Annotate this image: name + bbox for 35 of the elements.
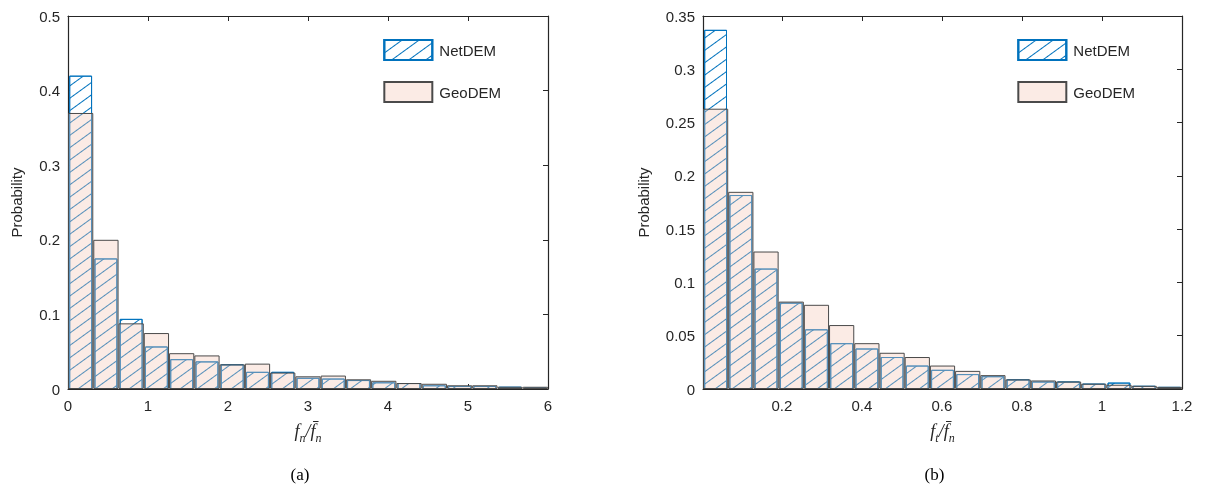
y-tick-label: 0.25 bbox=[665, 114, 695, 132]
y-tick-label: 0.3 bbox=[674, 60, 695, 78]
text: (b) bbox=[924, 464, 945, 484]
y-tick-label: 0.4 bbox=[39, 82, 60, 100]
x-tick-label: 0.2 bbox=[771, 397, 793, 414]
legend-label: GeoDEM bbox=[1073, 83, 1135, 101]
x-tick-label: 6 bbox=[543, 397, 553, 414]
x-tick-label: 0.6 bbox=[931, 397, 953, 414]
y-tick-label: 0.1 bbox=[39, 305, 60, 323]
x-tick-label: 3 bbox=[303, 397, 313, 414]
legend-label: NetDEM bbox=[439, 41, 496, 59]
x-tick-label: 1 bbox=[143, 397, 153, 414]
y-tick-label: 0.15 bbox=[665, 220, 695, 238]
y-axis-title: Probability bbox=[635, 166, 652, 238]
y-tick-label: 0.2 bbox=[39, 231, 60, 249]
y-tick-label: 0 bbox=[51, 380, 60, 398]
x-tick-label: 4 bbox=[383, 397, 393, 414]
x-tick-label: 1.2 bbox=[1171, 397, 1193, 414]
y-tick-label: 0 bbox=[686, 380, 695, 398]
x-tick-label: 5 bbox=[463, 397, 473, 414]
y-tick-label: 0.1 bbox=[674, 273, 695, 291]
y-tick-label: 0.05 bbox=[665, 327, 695, 345]
y-tick-label: 0.2 bbox=[674, 167, 695, 185]
legend-label: GeoDEM bbox=[439, 83, 501, 101]
y-axis-title: Probability bbox=[8, 166, 25, 238]
legend-label: NetDEM bbox=[1073, 41, 1130, 59]
x-tick-label: 2 bbox=[223, 397, 233, 414]
x-tick-label: 0.4 bbox=[851, 397, 873, 414]
y-tick-label: 0.35 bbox=[665, 7, 695, 25]
y-tick-label: 0.3 bbox=[39, 156, 60, 174]
y-tick-label: 0.5 bbox=[39, 7, 60, 25]
x-tick-label: 1 bbox=[1097, 397, 1107, 414]
x-tick-label: 0.8 bbox=[1011, 397, 1033, 414]
text: (a) bbox=[290, 464, 310, 484]
x-tick-label: 0 bbox=[63, 397, 73, 414]
